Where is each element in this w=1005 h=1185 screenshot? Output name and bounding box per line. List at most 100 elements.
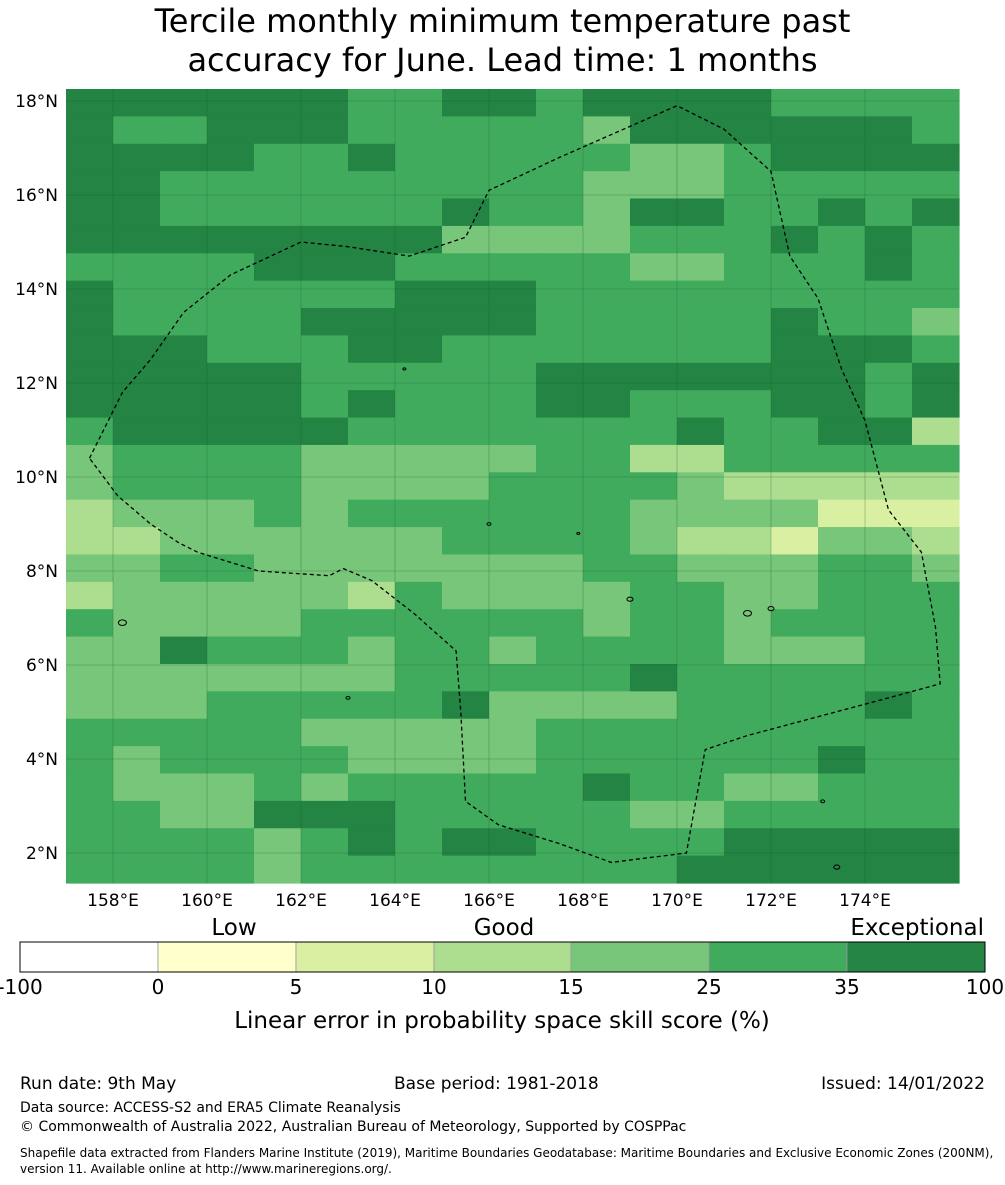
grid-cell — [160, 691, 208, 720]
grid-cell — [113, 472, 161, 501]
colorbar-tick-label: -100 — [0, 975, 43, 999]
grid-cell — [66, 335, 114, 364]
grid-cell — [912, 554, 960, 583]
grid-cell — [442, 718, 490, 747]
grid-cell — [113, 417, 161, 446]
grid-cell — [818, 253, 866, 282]
grid-cell — [160, 116, 208, 145]
colorbar-segment — [19, 941, 159, 973]
grid-cell — [348, 554, 396, 583]
island-outline — [402, 367, 407, 371]
grid-cell — [66, 609, 114, 638]
grid-cell — [160, 308, 208, 337]
colorbar-word-good: Good — [474, 915, 535, 941]
grid-cell — [301, 390, 349, 419]
grid-cell — [724, 828, 772, 857]
grid-cell — [254, 143, 302, 172]
grid-cell — [583, 855, 631, 884]
grid-cell — [536, 855, 584, 884]
grid-cell — [254, 225, 302, 254]
grid-cell — [66, 581, 114, 610]
grid-cell — [583, 390, 631, 419]
island-outline — [345, 696, 351, 700]
grid-cell — [348, 390, 396, 419]
grid-cell — [912, 663, 960, 692]
grid-cell — [771, 143, 819, 172]
grid-cell — [583, 417, 631, 446]
grid-cell — [395, 581, 443, 610]
grid-cell — [630, 417, 678, 446]
grid-cell — [583, 609, 631, 638]
grid-cell — [771, 472, 819, 501]
colorbar-tick-label: 25 — [696, 975, 721, 999]
island-outline — [626, 596, 634, 602]
grid-cell — [442, 636, 490, 665]
grid-cell — [301, 581, 349, 610]
grid-cell — [536, 472, 584, 501]
grid-cell — [865, 116, 913, 145]
grid-cell — [489, 308, 537, 337]
colorbar-segment — [708, 941, 848, 973]
grid-cell — [630, 89, 678, 117]
grid-cell — [160, 855, 208, 884]
colorbar-segment — [157, 941, 297, 973]
grid-cell — [254, 89, 302, 117]
grid-cell — [442, 362, 490, 391]
grid-cell — [677, 609, 725, 638]
grid-cell — [630, 718, 678, 747]
grid-cell — [724, 773, 772, 802]
grid-cell — [66, 198, 114, 227]
grid-cell — [536, 390, 584, 419]
grid-cell — [207, 362, 255, 391]
grid-cell — [66, 280, 114, 309]
grid-cell — [865, 253, 913, 282]
grid-cell — [536, 198, 584, 227]
grid-cell — [301, 554, 349, 583]
grid-cell — [771, 609, 819, 638]
grid-cell — [442, 308, 490, 337]
grid-cell — [160, 390, 208, 419]
grid-cell — [66, 663, 114, 692]
grid-cell — [536, 444, 584, 473]
grid-cell — [489, 280, 537, 309]
grid-cell — [66, 746, 114, 775]
grid-cell — [912, 581, 960, 610]
grid-cell — [66, 225, 114, 254]
grid-cell — [865, 417, 913, 446]
grid-cell — [489, 581, 537, 610]
grid-cell — [489, 417, 537, 446]
grid-cell — [818, 280, 866, 309]
grid-cell — [113, 800, 161, 829]
grid-cell — [583, 89, 631, 117]
grid-cell — [724, 691, 772, 720]
grid-cell — [865, 362, 913, 391]
grid-cell — [66, 143, 114, 172]
grid-cell — [771, 691, 819, 720]
grid-cell — [160, 198, 208, 227]
grid-cell — [536, 417, 584, 446]
grid-cell — [395, 444, 443, 473]
latitude-tick-label: 2°N — [26, 844, 58, 864]
title-line-2: accuracy for June. Lead time: 1 months — [187, 41, 818, 79]
grid-cell — [254, 171, 302, 200]
grid-cell — [771, 718, 819, 747]
grid-cell — [724, 499, 772, 528]
colorbar-word-exceptional: Exceptional — [850, 915, 984, 941]
grid-cell — [442, 417, 490, 446]
grid-cell — [771, 663, 819, 692]
grid-cell — [160, 280, 208, 309]
grid-cell — [395, 89, 443, 117]
grid-cell — [66, 527, 114, 556]
grid-cell — [113, 444, 161, 473]
grid-cell — [348, 225, 396, 254]
grid-cell — [912, 636, 960, 665]
grid-cell — [301, 499, 349, 528]
grid-cell — [536, 89, 584, 117]
grid-cell — [113, 746, 161, 775]
eez-boundary — [88, 104, 941, 864]
grid-cell — [724, 253, 772, 282]
grid-cell — [818, 116, 866, 145]
longitude-tick-label: 160°E — [181, 891, 233, 911]
grid-cell — [677, 773, 725, 802]
grid-cell — [536, 609, 584, 638]
